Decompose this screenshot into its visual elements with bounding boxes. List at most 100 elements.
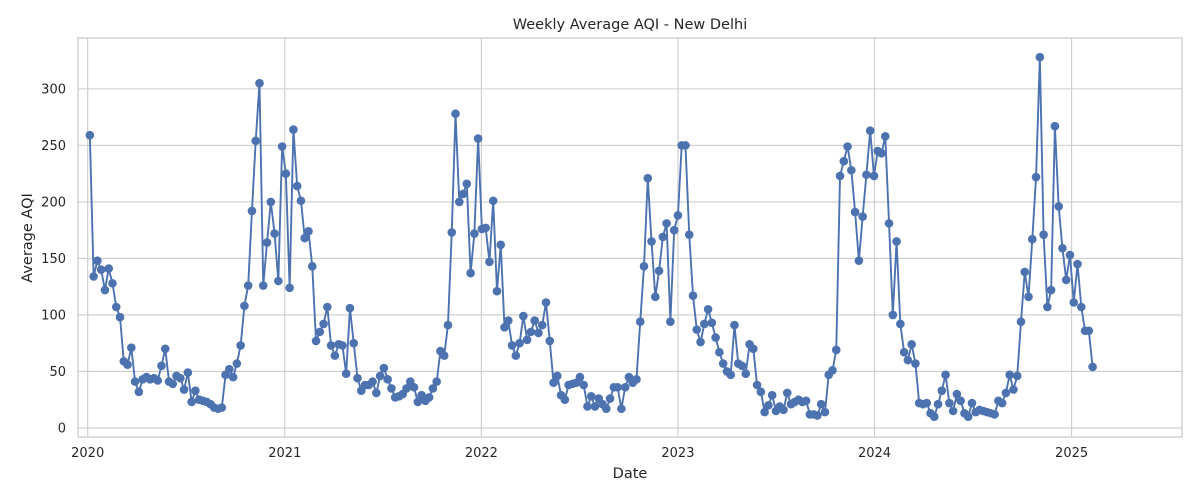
data-point [349, 338, 359, 348]
data-point [1069, 298, 1079, 307]
data-point [168, 379, 178, 389]
data-point [277, 142, 287, 151]
data-point [726, 370, 736, 380]
data-point [311, 336, 321, 346]
data-point [1050, 121, 1060, 131]
y-tick-label: 100 [41, 308, 66, 323]
series-layer [85, 52, 1097, 421]
data-point [243, 281, 253, 290]
data-point [304, 226, 313, 236]
data-point [368, 377, 377, 386]
data-point [835, 171, 845, 181]
data-point [865, 126, 875, 135]
data-point [854, 256, 864, 265]
data-point [375, 371, 385, 381]
data-point [1024, 292, 1033, 302]
data-point [153, 376, 162, 385]
data-point [647, 237, 656, 246]
data-point [240, 301, 249, 311]
data-point [700, 319, 709, 329]
data-point [707, 318, 717, 328]
data-point [941, 370, 950, 380]
data-point [123, 360, 132, 369]
data-point [1046, 285, 1056, 295]
data-point [760, 407, 769, 417]
data-point [602, 404, 611, 414]
data-point [590, 402, 600, 411]
y-tick-label: 200 [41, 195, 66, 210]
data-point [413, 397, 423, 407]
data-point [307, 262, 317, 271]
data-point [296, 196, 306, 206]
data-point [880, 132, 890, 141]
data-point [903, 355, 913, 365]
data-point [782, 388, 792, 398]
data-point [300, 233, 310, 243]
data-point [545, 336, 555, 346]
data-point [285, 283, 294, 293]
data-point [485, 257, 494, 267]
data-point [323, 302, 332, 312]
data-point [907, 340, 916, 349]
data-point [537, 320, 547, 330]
data-point [1012, 371, 1022, 381]
data-point [730, 320, 739, 330]
data-point [847, 165, 856, 175]
data-point [945, 398, 954, 408]
plot-frame [77, 37, 1183, 438]
data-point [715, 347, 724, 357]
data-point [1054, 202, 1063, 211]
data-point [100, 285, 110, 295]
data-point [225, 364, 234, 374]
data-point [289, 125, 298, 134]
data-point [673, 211, 683, 220]
data-point [1084, 326, 1094, 336]
data-point [451, 109, 460, 119]
x-tick-label: 2022 [465, 446, 498, 461]
data-point [767, 390, 777, 400]
data-point [911, 359, 920, 368]
data-point [466, 268, 475, 278]
data-point [387, 384, 396, 393]
data-point [801, 396, 811, 406]
data-point [888, 310, 898, 320]
y-tick-label: 50 [49, 365, 66, 380]
data-point [108, 278, 117, 288]
data-point [281, 169, 291, 178]
data-point [737, 361, 747, 371]
data-point [613, 382, 622, 392]
data-point [1073, 259, 1082, 269]
x-tick-label: 2025 [1055, 446, 1088, 461]
data-point [104, 264, 113, 273]
data-point [1088, 362, 1097, 372]
data-point [549, 378, 558, 388]
data-point [1039, 230, 1048, 239]
data-point [749, 344, 758, 354]
data-point [658, 232, 668, 242]
data-point [432, 377, 441, 386]
data-point [632, 375, 641, 384]
data-point [617, 404, 626, 414]
y-axis-label: Average AQI [20, 193, 36, 283]
data-point [831, 345, 841, 355]
data-point [1020, 267, 1030, 277]
data-point [779, 405, 788, 415]
data-point [258, 281, 268, 290]
data-point [507, 341, 517, 350]
data-point [274, 276, 283, 286]
data-point [232, 359, 242, 368]
data-point [439, 351, 449, 360]
data-point [217, 403, 227, 412]
data-point [666, 317, 675, 327]
data-point [541, 298, 551, 307]
data-point [115, 312, 125, 322]
data-point [530, 316, 539, 325]
data-point [956, 396, 965, 406]
data-point [515, 338, 524, 348]
data-point [326, 341, 336, 350]
y-tick-label: 150 [41, 252, 66, 267]
data-point [315, 327, 325, 337]
data-point [134, 387, 144, 397]
data-point [583, 402, 592, 411]
data-point [813, 411, 822, 420]
